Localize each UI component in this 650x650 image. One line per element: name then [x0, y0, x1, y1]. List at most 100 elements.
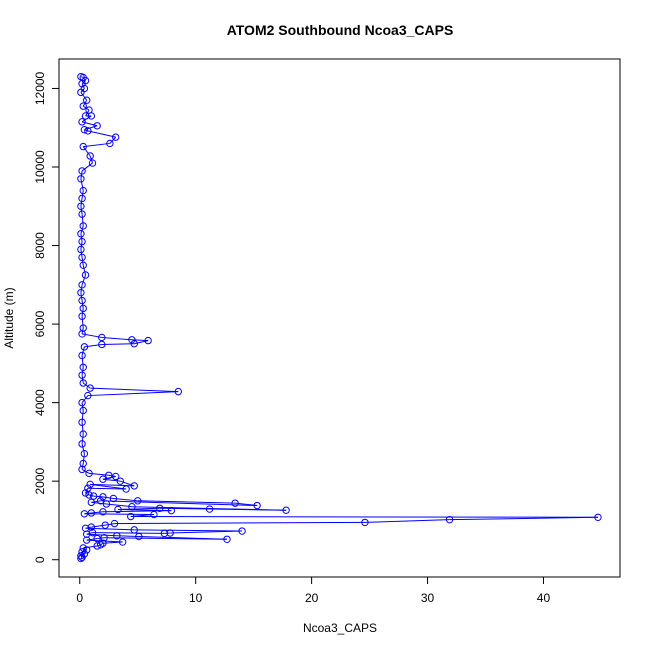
series-segment	[81, 433, 84, 444]
data-point	[166, 529, 174, 537]
data-point	[135, 532, 143, 541]
series-segment	[80, 241, 83, 250]
series-segment	[80, 555, 83, 558]
data-point	[98, 340, 106, 349]
series-segment	[81, 274, 87, 285]
data-point	[78, 80, 86, 88]
data-point	[83, 530, 91, 538]
data-point	[78, 281, 86, 289]
series-segment	[81, 316, 84, 329]
series-segment	[81, 468, 90, 474]
data-point	[102, 500, 111, 508]
data-point	[106, 139, 114, 148]
series-segment	[209, 508, 287, 511]
data-point	[77, 554, 85, 563]
data-point	[445, 515, 454, 524]
data-point	[93, 534, 101, 543]
data-point	[87, 498, 96, 507]
series-segment	[81, 355, 84, 368]
data-point	[144, 336, 152, 345]
series-segment	[81, 190, 84, 199]
data-point	[128, 503, 136, 511]
y-axis: 0 2000 4000 6000 8000 10000 12000	[33, 71, 60, 563]
series-segment	[137, 500, 236, 504]
data-point	[100, 534, 108, 542]
x-tick-label: 0	[76, 591, 83, 605]
series-segment	[91, 524, 106, 528]
y-tick-label: 2000	[33, 468, 47, 495]
data-point	[77, 552, 85, 560]
series-segment	[87, 130, 116, 138]
data-point	[127, 512, 135, 521]
series-segment	[80, 225, 84, 234]
data-point	[80, 343, 89, 351]
series-segment	[134, 340, 149, 345]
data-point	[79, 379, 87, 387]
data-point	[80, 449, 89, 458]
data-point	[113, 532, 121, 540]
series-segment	[82, 382, 91, 389]
data-point	[77, 88, 85, 97]
series-segment	[100, 500, 258, 507]
data-point	[78, 167, 86, 175]
data-point	[78, 465, 86, 474]
data-point	[77, 202, 85, 210]
data-point	[594, 513, 602, 522]
y-tick-label: 8000	[33, 232, 47, 259]
data-point	[99, 508, 107, 516]
data-point	[130, 482, 138, 490]
data-point	[105, 471, 113, 479]
series-segment	[130, 516, 598, 518]
data-point	[79, 222, 87, 230]
data-point	[98, 333, 106, 342]
series-segment	[80, 284, 83, 293]
series-segment	[80, 92, 88, 101]
series-segment	[81, 121, 98, 127]
series-segment	[81, 443, 85, 454]
y-tick-label: 6000	[33, 310, 47, 337]
data-point	[78, 296, 86, 305]
series-segment	[84, 513, 154, 516]
data-point	[78, 312, 86, 320]
series-segment	[93, 495, 103, 498]
series-segment	[80, 557, 83, 559]
series-segment	[170, 530, 243, 534]
data-point	[238, 527, 246, 535]
series-segment	[100, 542, 104, 546]
series-segment	[159, 507, 210, 510]
series-segment	[109, 136, 117, 144]
series-segment	[88, 494, 94, 497]
y-tick-label: 12000	[33, 71, 47, 105]
x-tick-label: 20	[305, 591, 319, 605]
series-segment	[134, 529, 243, 532]
series-segment	[84, 125, 98, 131]
series-segment	[80, 198, 83, 207]
data-point	[79, 430, 87, 438]
series-segment	[102, 510, 172, 513]
data-point	[88, 159, 97, 167]
data-point	[77, 175, 85, 183]
data-point	[118, 538, 127, 546]
series-segment	[81, 395, 89, 403]
series-segment	[81, 375, 84, 384]
series-segment	[82, 265, 87, 276]
series-segment	[87, 487, 127, 490]
data-point	[89, 492, 98, 500]
x-tick-label: 30	[421, 591, 435, 605]
data-point	[87, 509, 96, 517]
x-axis: 0 10 20 30 40	[76, 576, 550, 605]
data-point	[99, 539, 107, 547]
data-point	[78, 210, 86, 218]
data-point	[83, 546, 91, 554]
data-point	[111, 133, 120, 141]
series-segment	[101, 343, 135, 346]
series-segment	[114, 521, 365, 525]
series-segment	[81, 346, 85, 356]
series-segment	[80, 206, 83, 215]
data-point	[79, 304, 87, 313]
data-point	[78, 351, 86, 360]
y-tick-label: 4000	[33, 389, 47, 416]
data-point	[205, 505, 214, 513]
data-point	[79, 102, 87, 110]
